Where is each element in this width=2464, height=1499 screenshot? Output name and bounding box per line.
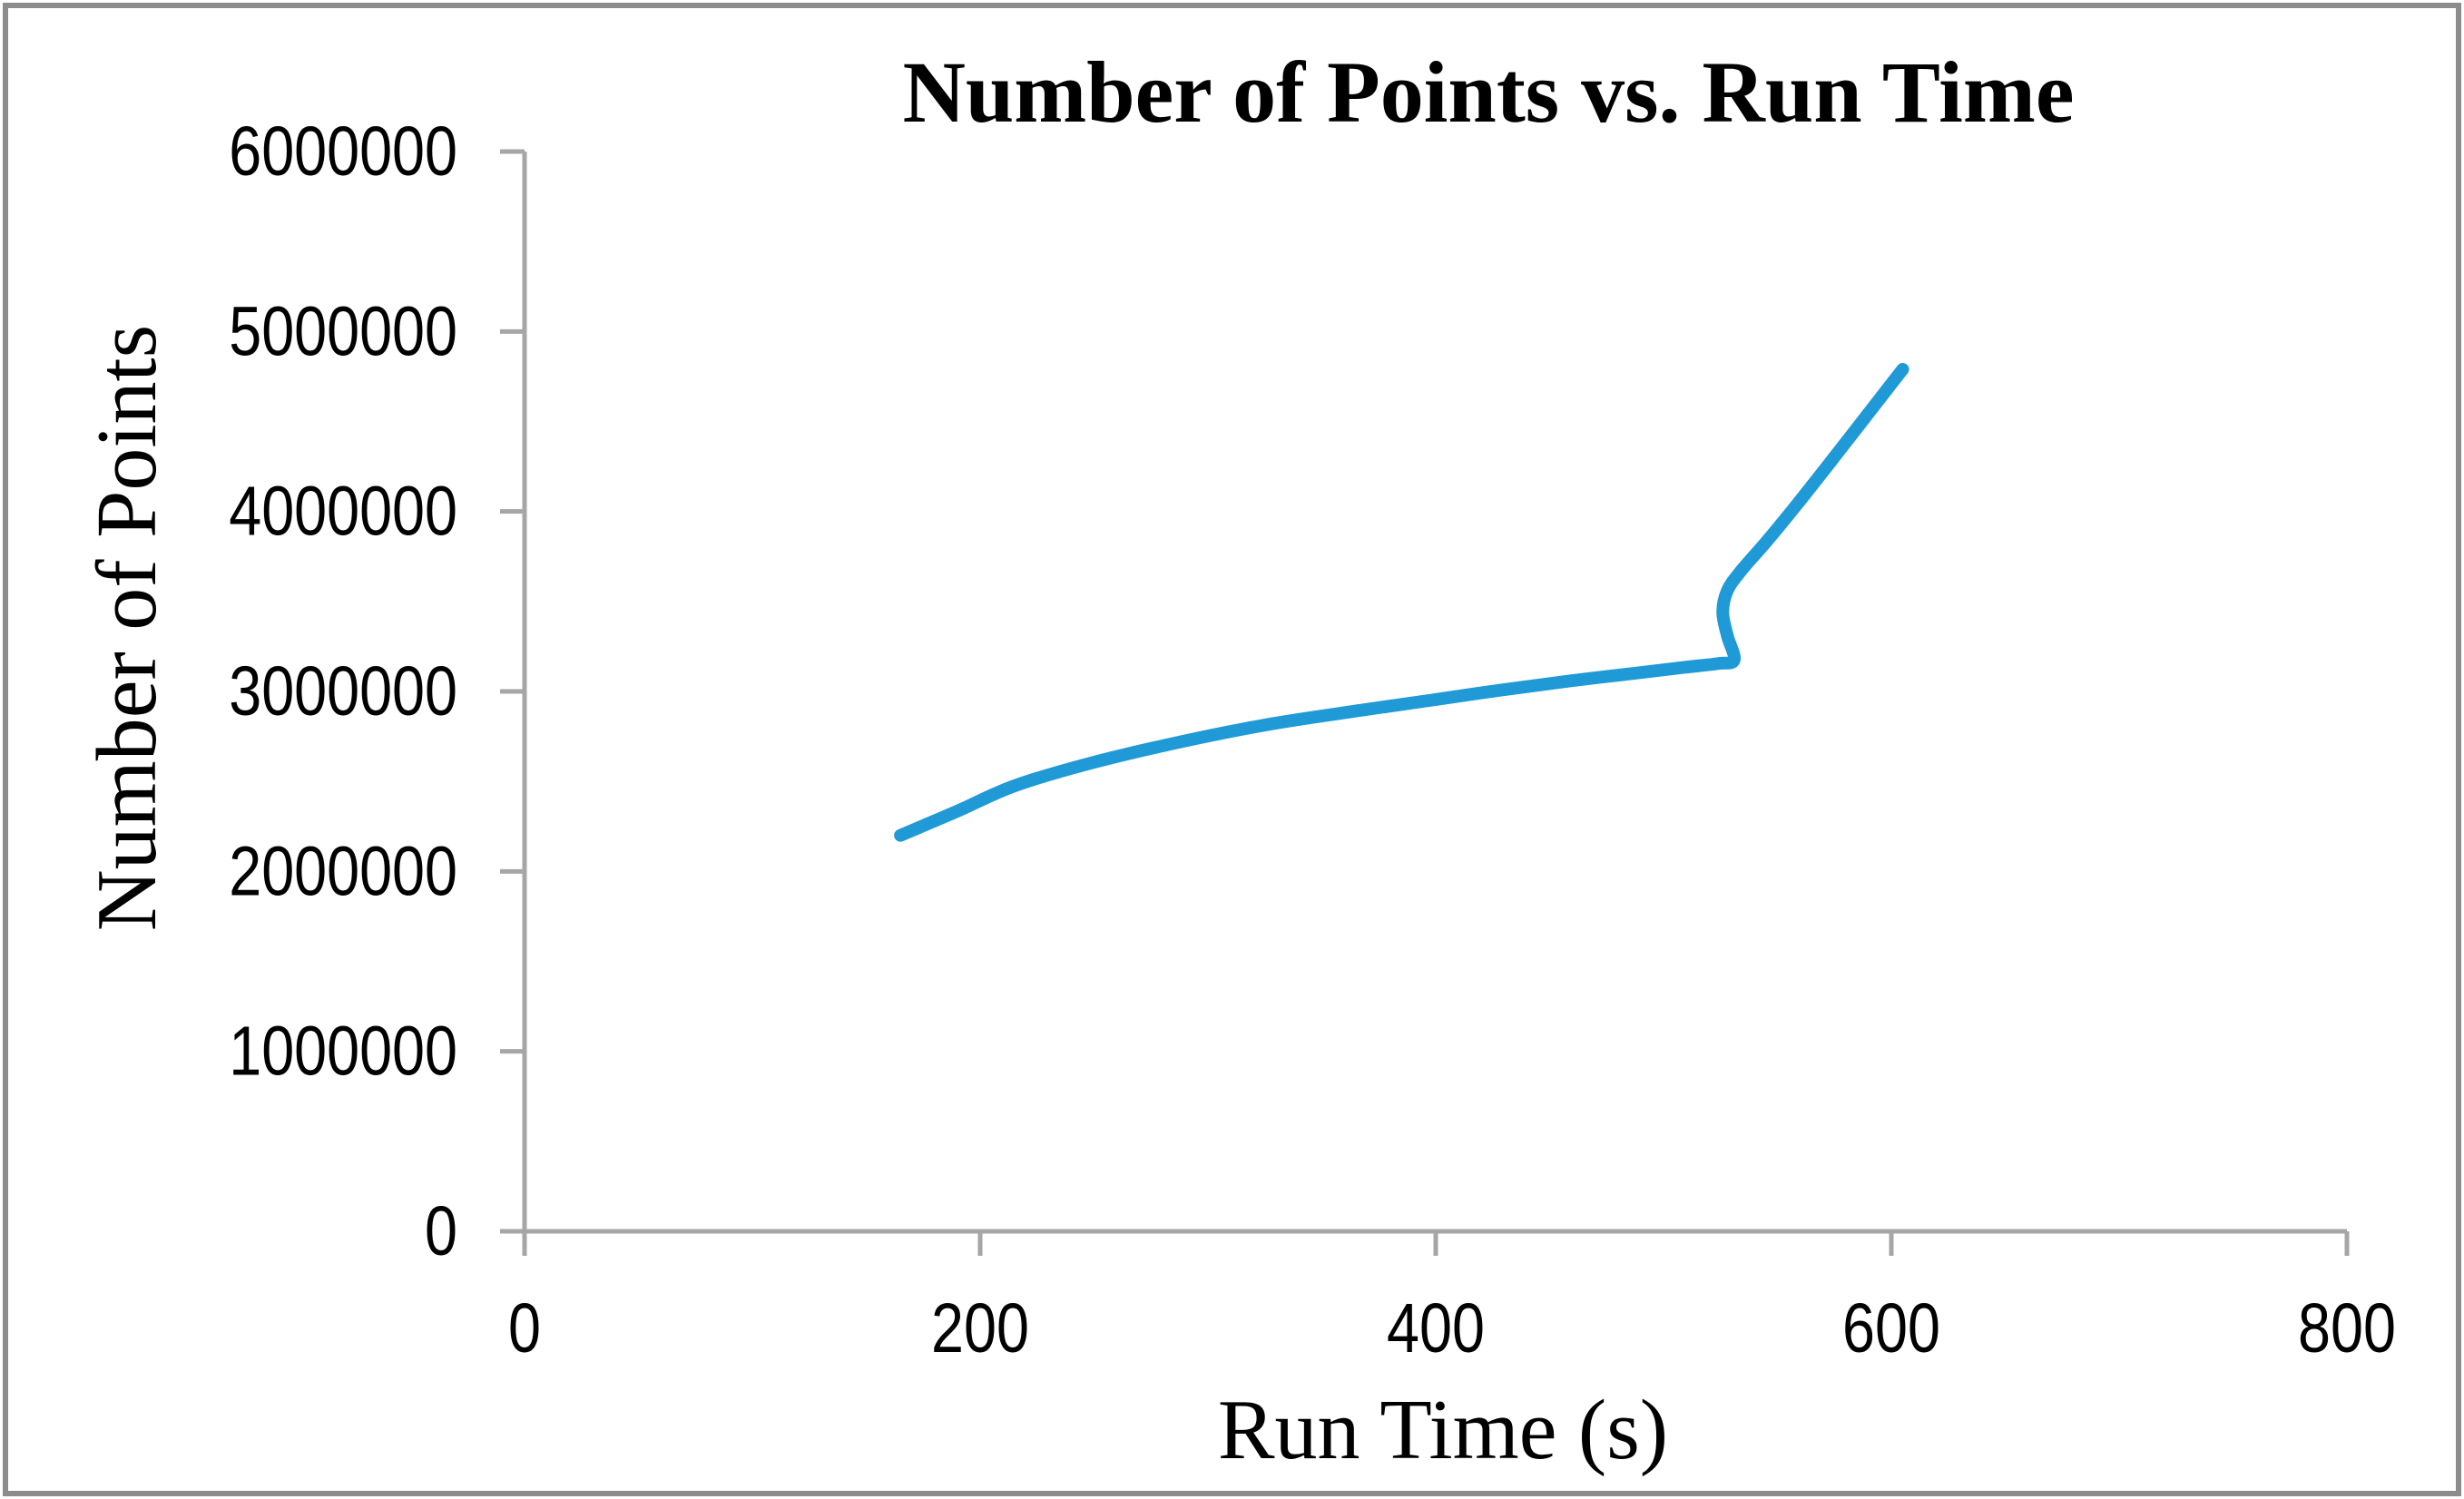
y-tick-label: 6000000	[229, 113, 457, 191]
x-axis-title: Run Time (s)	[1217, 1383, 1669, 1477]
x-tick-label: 400	[1387, 1290, 1485, 1368]
x-tick-label: 0	[508, 1290, 541, 1368]
y-tick-label: 2000000	[229, 833, 457, 911]
x-tick-label: 200	[931, 1290, 1029, 1368]
y-tick-label: 1000000	[229, 1013, 457, 1091]
x-tick-label: 600	[1842, 1290, 1940, 1368]
y-tick-label: 3000000	[229, 653, 457, 731]
y-tick-label: 0	[425, 1193, 457, 1271]
series-line	[894, 362, 1909, 842]
y-tick-label: 5000000	[229, 293, 457, 371]
y-tick-label: 4000000	[229, 473, 457, 551]
chart-title: Number of Points vs. Run Time	[902, 44, 2075, 141]
x-tick-label: 800	[2298, 1290, 2396, 1368]
